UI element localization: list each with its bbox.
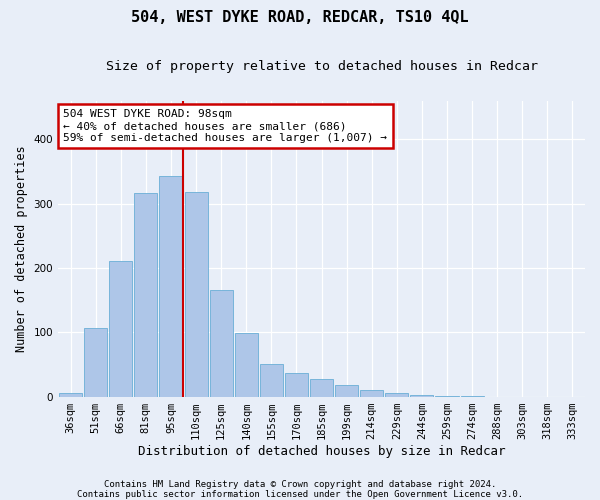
Title: Size of property relative to detached houses in Redcar: Size of property relative to detached ho…: [106, 60, 538, 73]
Bar: [84, 328, 107, 396]
Y-axis label: Number of detached properties: Number of detached properties: [15, 146, 28, 352]
Bar: [160, 176, 182, 396]
X-axis label: Distribution of detached houses by size in Redcar: Distribution of detached houses by size …: [138, 444, 505, 458]
Text: Contains public sector information licensed under the Open Government Licence v3: Contains public sector information licen…: [77, 490, 523, 499]
Bar: [285, 373, 308, 396]
Bar: [209, 290, 233, 397]
Bar: [134, 192, 157, 396]
Bar: [385, 394, 409, 396]
Bar: [310, 378, 333, 396]
Bar: [235, 333, 258, 396]
Bar: [260, 364, 283, 396]
Bar: [109, 261, 133, 396]
Text: Contains HM Land Registry data © Crown copyright and database right 2024.: Contains HM Land Registry data © Crown c…: [104, 480, 496, 489]
Bar: [410, 394, 433, 396]
Bar: [185, 192, 208, 396]
Text: 504, WEST DYKE ROAD, REDCAR, TS10 4QL: 504, WEST DYKE ROAD, REDCAR, TS10 4QL: [131, 10, 469, 25]
Bar: [360, 390, 383, 396]
Bar: [335, 385, 358, 396]
Bar: [59, 394, 82, 396]
Text: 504 WEST DYKE ROAD: 98sqm
← 40% of detached houses are smaller (686)
59% of semi: 504 WEST DYKE ROAD: 98sqm ← 40% of detac…: [64, 110, 388, 142]
